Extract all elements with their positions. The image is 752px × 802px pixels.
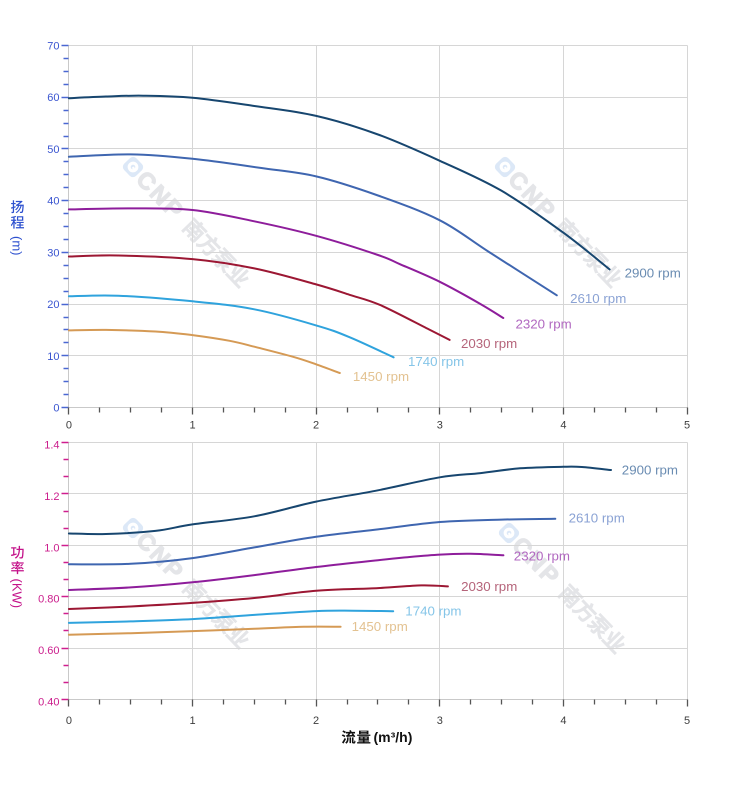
svg-text:70: 70 <box>47 41 59 53</box>
svg-text:0: 0 <box>66 420 72 432</box>
svg-text:1.2: 1.2 <box>44 491 59 503</box>
svg-text:60: 60 <box>47 92 59 104</box>
svg-text:3: 3 <box>437 715 443 727</box>
svg-text:4: 4 <box>560 420 566 432</box>
svg-text:1450 rpm: 1450 rpm <box>352 619 408 634</box>
svg-text:(KW): (KW) <box>10 579 25 609</box>
svg-text:10: 10 <box>47 351 59 363</box>
svg-text:(m³/h): (m³/h) <box>374 729 413 745</box>
svg-text:0.60: 0.60 <box>38 645 59 657</box>
svg-text:0.80: 0.80 <box>38 594 59 606</box>
svg-text:20: 20 <box>47 299 59 311</box>
svg-text:2900 rpm: 2900 rpm <box>622 463 678 478</box>
svg-text:30: 30 <box>47 247 59 259</box>
svg-text:0.40: 0.40 <box>38 697 59 709</box>
svg-text:5: 5 <box>684 420 690 432</box>
svg-text:1740 rpm: 1740 rpm <box>408 354 464 369</box>
svg-text:1.0: 1.0 <box>44 542 59 554</box>
svg-text:2: 2 <box>313 715 319 727</box>
svg-text:0: 0 <box>53 403 59 415</box>
svg-text:(m): (m) <box>10 236 25 256</box>
svg-text:2610 rpm: 2610 rpm <box>570 291 626 306</box>
svg-text:1: 1 <box>189 715 195 727</box>
svg-text:1740 rpm: 1740 rpm <box>405 604 461 619</box>
svg-text:50: 50 <box>47 144 59 156</box>
svg-text:1450 rpm: 1450 rpm <box>353 369 409 384</box>
svg-text:2: 2 <box>313 420 319 432</box>
svg-text:5: 5 <box>684 715 690 727</box>
svg-text:0: 0 <box>66 715 72 727</box>
svg-text:2320 rpm: 2320 rpm <box>514 549 570 564</box>
svg-text:2030 rpm: 2030 rpm <box>461 336 517 351</box>
svg-text:2900 rpm: 2900 rpm <box>625 266 681 281</box>
svg-text:40: 40 <box>47 196 59 208</box>
svg-text:4: 4 <box>560 715 566 727</box>
svg-text:2030 rpm: 2030 rpm <box>461 579 517 594</box>
svg-text:2610 rpm: 2610 rpm <box>569 511 625 526</box>
svg-text:1: 1 <box>189 420 195 432</box>
svg-text:2320 rpm: 2320 rpm <box>516 317 572 332</box>
svg-text:3: 3 <box>437 420 443 432</box>
svg-text:1.4: 1.4 <box>44 440 59 452</box>
